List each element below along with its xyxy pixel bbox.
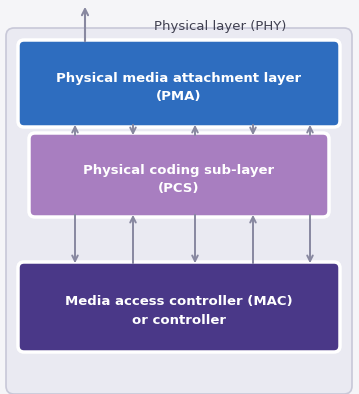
Text: Media access controller (MAC): Media access controller (MAC)	[65, 296, 293, 309]
FancyBboxPatch shape	[6, 28, 352, 394]
Text: Physical media attachment layer: Physical media attachment layer	[56, 72, 302, 85]
Text: or controller: or controller	[132, 314, 226, 327]
FancyBboxPatch shape	[18, 40, 340, 127]
Text: Physical layer (PHY): Physical layer (PHY)	[154, 19, 286, 32]
FancyBboxPatch shape	[18, 262, 340, 352]
FancyBboxPatch shape	[29, 133, 329, 217]
Text: (PCS): (PCS)	[158, 182, 200, 195]
Text: (PMA): (PMA)	[156, 90, 202, 103]
Text: Physical coding sub-layer: Physical coding sub-layer	[83, 164, 275, 177]
